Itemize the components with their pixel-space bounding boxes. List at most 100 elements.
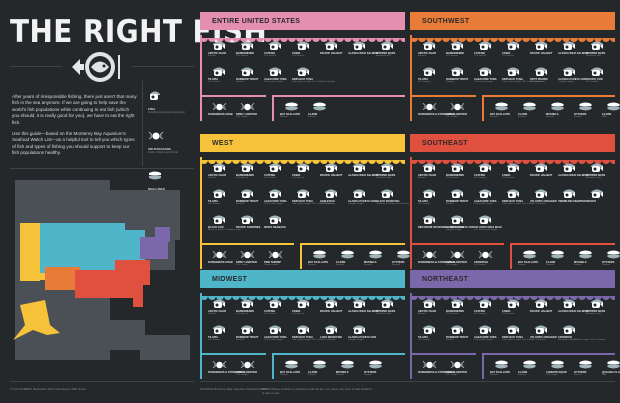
fish-item: ATLANTIC MAHI MAHI U.S. troll or pole cau… (472, 214, 502, 236)
mollusk-note: Farmed (574, 374, 582, 376)
fish-note: Farmed or wild (376, 177, 391, 179)
fish-name: CATFISH (264, 174, 276, 177)
fish-icon (213, 215, 225, 224)
mollusk-name: CLAMS (308, 113, 318, 116)
fish-icon (423, 325, 435, 334)
crab-icon (240, 102, 255, 111)
fish-note: U.S. farmed (236, 313, 248, 315)
fish-note: U.S. farmed (474, 55, 486, 57)
fish-name: STRIPED BASS (586, 310, 606, 313)
mollusk-note: Farmed (364, 264, 372, 266)
fish-name: WAHOO (586, 200, 597, 203)
fish-name: RAINBOW TROUT (236, 78, 259, 81)
mollusk-name: OYSTERS (364, 371, 377, 374)
crab-icon (212, 250, 227, 259)
fish-icon (563, 189, 575, 198)
fish-note: Farmed (418, 313, 426, 315)
shellfish-icon (607, 102, 620, 111)
fish-icon (150, 91, 160, 100)
fish-name: BARRAMUNDI (236, 52, 254, 55)
fish-icon (479, 215, 491, 224)
fish-icon (563, 41, 575, 50)
fish-name: PACIFIC HALIBUT (530, 52, 553, 55)
fish-icon (591, 299, 603, 308)
divider (300, 243, 302, 269)
fish-item: COBIA U.S. farmed (290, 40, 318, 62)
fish-icon (535, 299, 547, 308)
fish-note: U.S. trawled (586, 81, 598, 83)
fish-icon (479, 325, 491, 334)
source-text: SOURCE Monterey Bay Aquarium Seafood Wat… (200, 387, 267, 391)
fish-item: STRIPED BASS Farmed or wild (374, 298, 402, 320)
fish-name: SKIPJACK TUNA (502, 200, 524, 203)
crustacean-row: DUNGENESS & STONE CRAB SPINY LOBSTER U.S. … (416, 358, 472, 380)
fish-item: ARCTIC CHAR Farmed (416, 40, 444, 62)
fish-icon (241, 299, 253, 308)
fish-item: SABLEFISH U.S. farmed (318, 188, 346, 210)
mollusk-note: Farmed (490, 374, 498, 376)
fish-name: LAKE WHITEFISH (320, 336, 343, 339)
fish-note: U.S. farmed (502, 177, 514, 179)
crab-icon (240, 250, 255, 259)
fish-icon (381, 299, 393, 308)
crustacean-row: DUNGENESS & STONE CRAB SPINY LOBSTER U.S. … (416, 248, 500, 270)
crustacean-item: SPINY LOBSTER U.S. caught (234, 248, 262, 270)
shellfish-icon (551, 250, 564, 259)
fish-grid: ARCTIC CHAR Farmed BARRAMUNDI U.S. farmed CA… (416, 40, 612, 88)
fish-name: COBIA (292, 310, 301, 313)
fish-icon (535, 163, 547, 172)
fish-note: U.S. farmed (292, 55, 304, 57)
fish-note: U.S. farmed (208, 81, 220, 83)
fish-note: Farmed (446, 81, 454, 83)
shellfish-icon (341, 250, 354, 259)
fish-note: Alaska or British Columbia caught (208, 229, 241, 231)
fish-item: ALASKA PACIFIC COD Longline caught (556, 66, 586, 88)
fish-item: BARRAMUNDI U.S. farmed (234, 298, 262, 320)
divider (200, 95, 266, 97)
mollusk-name: BAY SCALLOPS (280, 371, 301, 374)
divider (482, 95, 615, 97)
fish-name: ALASKA PACIFIC COD (348, 200, 377, 203)
fish-item: BARRAMUNDI U.S. farmed (234, 162, 262, 184)
mollusk-name: LONGFIN SQUID (546, 371, 567, 374)
crab-icon (422, 102, 437, 111)
divider (10, 381, 194, 382)
fish-icon (591, 163, 603, 172)
fish-name: ATLANTIC MAHI MAHI (474, 226, 502, 229)
mollusk-name: OYSTERS (602, 261, 615, 264)
divider (410, 95, 476, 97)
mollusk-name: CLAMS (518, 371, 528, 374)
fish-item: PACIFIC COD U.S. trawled (584, 66, 612, 88)
region-panel-southeast: SOUTHEAST ARCTIC CHAR Farmed BARRAMUNDI U.S… (410, 134, 620, 269)
fish-item: PACIFIC HALIBUT (318, 40, 346, 62)
fish-item: ALASKA PACIFIC COD Longline caught (346, 188, 377, 210)
fish-icon (353, 41, 365, 50)
fish-icon (269, 189, 281, 198)
fish-name: STRIPED BASS (376, 52, 396, 55)
fish-name: PACIFIC HALIBUT (320, 310, 343, 313)
fish-name: STRIPED BASS (376, 310, 396, 313)
region-title: ENTIRE UNITED STATES (200, 12, 405, 30)
region-panel-west: WEST ARCTIC CHAR Farmed BARRAMUNDI U.S. far… (200, 134, 410, 269)
fish-item: ALBACORE TUNA Troll or pole caught (262, 66, 290, 88)
mollusk-note: Farmed (518, 264, 526, 266)
fish-item: ALBACORE TUNA Troll or pole caught (262, 324, 290, 346)
fish-name: PACIFIC SARDINES (236, 226, 261, 229)
mollusk-item: MUSSELS Farmed (572, 248, 600, 270)
crustacean-item: SPINY LOBSTER U.S. caught (444, 248, 472, 270)
fish-grid: ARCTIC CHAR Farmed BARRAMUNDI U.S. farmed CA… (206, 40, 402, 88)
fish-note: Troll or pole caught (264, 81, 283, 83)
fish-icon (535, 41, 547, 50)
crustacean-item: SPINY LOBSTER U.S. caught (234, 358, 262, 380)
fish-icon (563, 299, 575, 308)
fish-name: ALBACORE TUNA (474, 78, 497, 81)
fish-note: Troll or pole caught, U.S. or British Co… (502, 81, 546, 83)
fish-plate-logo-icon (72, 52, 120, 82)
mollusk-note: Wild (602, 374, 607, 376)
fish-icon (591, 189, 603, 198)
fish-note: U.S. farmed (236, 177, 248, 179)
fish-name: SKIPJACK TUNA (502, 336, 524, 339)
fish-icon (507, 299, 519, 308)
fish-icon (381, 189, 393, 198)
